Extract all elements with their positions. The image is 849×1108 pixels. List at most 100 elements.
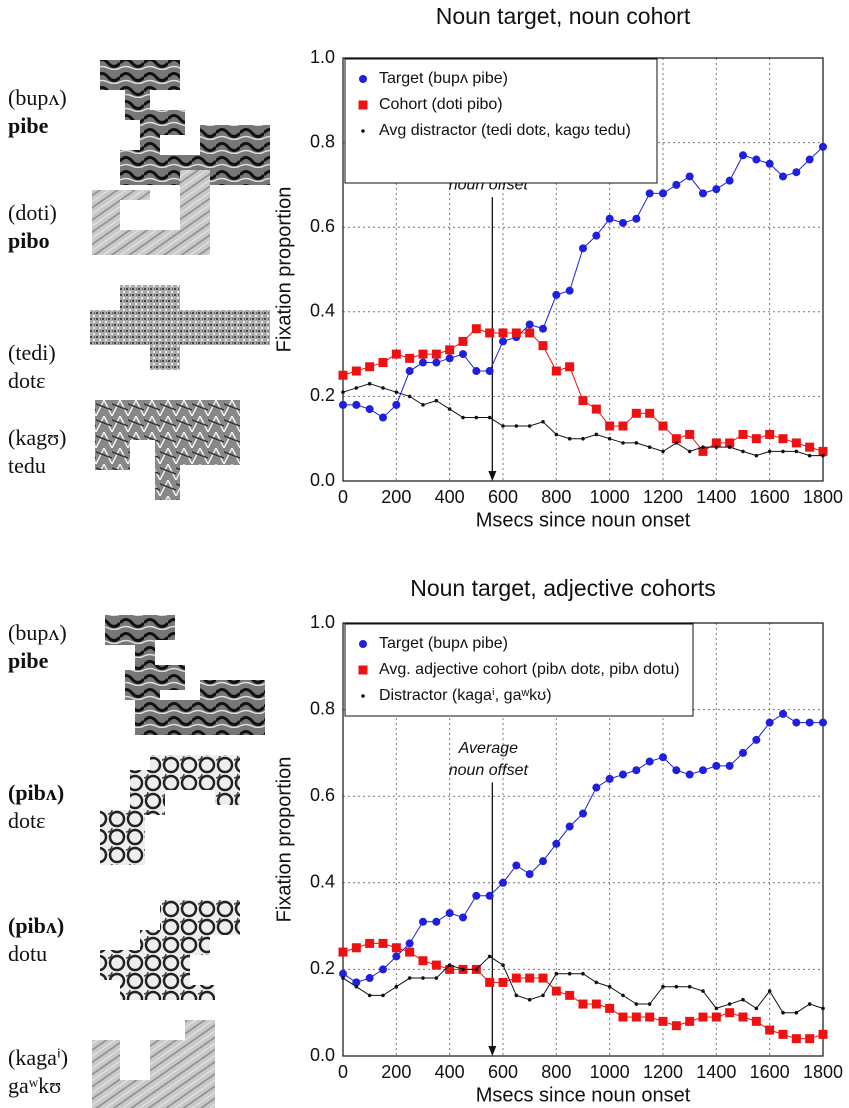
point [671,434,681,444]
point [792,168,801,177]
legend-label: Target (bupʌ pibe) [379,635,508,652]
point [471,324,481,334]
point [659,189,667,198]
point [354,386,359,390]
point [565,822,574,831]
x-tick-label: 1400 [696,1062,736,1082]
point [767,989,772,993]
point [739,748,747,757]
x-tick-label: 600 [488,1062,518,1082]
point [432,358,441,367]
stimulus-images [90,60,270,1108]
point [765,1025,775,1035]
point [527,997,532,1002]
point [701,989,705,993]
legend-marker [358,665,368,675]
point [661,449,665,454]
point [714,1006,719,1011]
stimulus-gloss: (bupʌ) [8,620,67,645]
point [365,938,375,948]
y-axis-title: Fixation proportion [273,187,295,353]
point [341,390,345,394]
x-tick-label: 1200 [643,1062,683,1082]
stimulus-word: pibe [8,113,49,138]
legend-label: Target (bupʌ pibe) [379,70,508,87]
legend-marker [361,694,365,698]
y-tick-label: 0.6 [310,216,335,236]
point [618,1012,628,1022]
point [498,977,508,987]
point [818,446,828,456]
point [711,438,721,448]
point [472,367,481,376]
point [765,429,775,439]
point [725,176,734,185]
x-tick-label: 1000 [590,1062,630,1082]
point [498,328,508,338]
point [754,1006,759,1011]
point [685,1016,695,1026]
point [432,917,441,926]
point [591,999,601,1009]
point [781,1010,785,1015]
point [672,766,681,775]
point [661,984,665,989]
legend-marker [359,75,367,83]
x-tick-label: 1600 [750,487,790,507]
point [352,400,361,409]
point [472,891,481,900]
point [794,449,799,454]
stimulus-gloss: (pibʌ) [8,780,64,805]
point [552,290,561,299]
stimulus-word: tedu [8,453,46,478]
point [631,1012,641,1022]
point [765,718,774,727]
point [714,445,719,449]
point [514,993,519,998]
legend-marker [361,129,365,133]
point [738,1012,748,1022]
annotation-arrowhead [488,471,497,481]
x-tick-label: 0 [338,1062,348,1082]
point [751,434,761,444]
point [805,155,814,164]
series-line [342,942,824,1040]
point [431,960,441,970]
stimulus-word: pibo [8,228,50,253]
point [445,354,454,363]
point [511,973,521,983]
point [485,977,495,987]
point [592,783,601,792]
point [605,421,615,431]
point [551,986,561,996]
point [711,1012,721,1022]
point [647,445,652,449]
point [581,971,585,976]
x-tick-label: 1600 [750,1062,790,1082]
point [474,415,479,420]
point [751,1016,761,1026]
point [459,913,467,922]
point [485,328,495,338]
point [594,980,599,985]
y-tick-label: 0.4 [310,872,335,892]
point [352,978,361,987]
point [792,718,801,727]
point [565,362,575,372]
point [418,956,428,966]
point [658,1016,668,1026]
point [579,244,587,253]
point [647,1002,652,1006]
point [818,1029,828,1039]
point [819,718,827,727]
point [634,1002,639,1006]
point [619,770,627,779]
point [699,189,707,198]
point [685,172,694,181]
legend-marker [358,100,368,110]
point [445,345,455,355]
point [821,453,825,458]
point [579,809,587,818]
point [351,943,361,953]
point [565,286,574,295]
